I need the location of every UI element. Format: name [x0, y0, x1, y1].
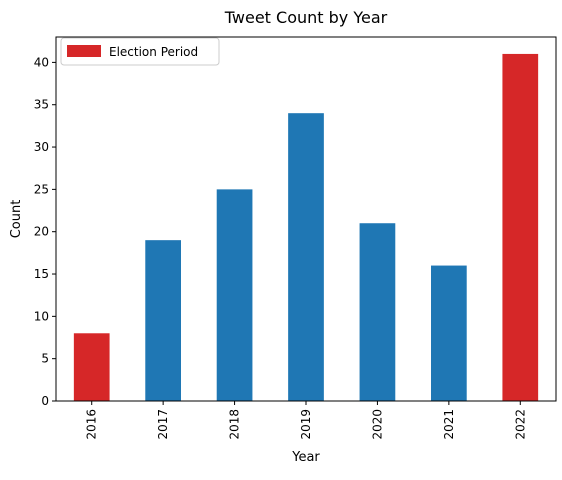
y-tick-label-5: 5 [41, 352, 49, 366]
legend: Election Period [60, 37, 220, 66]
x-axis-ticks: 2016 2017 2018 2019 2020 2021 2022 [85, 401, 527, 440]
x-tick-label-2021: 2021 [442, 409, 456, 440]
bar-2020 [359, 223, 396, 401]
legend-swatch-election-period [67, 45, 101, 57]
x-tick-label-2022: 2022 [513, 409, 527, 440]
x-tick-label-2016: 2016 [85, 409, 99, 440]
bar-2018 [216, 189, 253, 401]
plot-frame [55, 36, 557, 402]
y-tick-label-10: 10 [34, 309, 49, 323]
bar-2022 [502, 53, 539, 401]
y-tick-label-40: 40 [34, 55, 49, 69]
x-tick-label-2017: 2017 [156, 409, 170, 440]
x-tick-label-2018: 2018 [228, 409, 242, 440]
legend-box [60, 37, 220, 66]
legend-label-election-period: Election Period [109, 45, 198, 59]
bar-2017 [145, 240, 181, 401]
bar-2019 [288, 113, 324, 402]
x-tick-label-2020: 2020 [370, 409, 384, 440]
y-tick-label-0: 0 [41, 394, 49, 408]
y-tick-label-30: 30 [34, 140, 49, 154]
bar-2016 [73, 333, 110, 401]
y-tick-label-25: 25 [34, 182, 49, 196]
x-axis-label: Year [291, 450, 320, 465]
x-tick-label-2019: 2019 [299, 409, 313, 440]
bars-group [73, 53, 539, 402]
y-axis-ticks: 0 5 10 15 20 25 30 35 40 [34, 55, 56, 408]
bar-2021 [431, 265, 467, 401]
chart-title: Tweet Count by Year [224, 8, 388, 27]
y-tick-label-20: 20 [34, 225, 49, 239]
y-tick-label-15: 15 [34, 267, 49, 281]
y-tick-label-35: 35 [34, 98, 49, 112]
y-axis-label: Count [9, 200, 24, 239]
